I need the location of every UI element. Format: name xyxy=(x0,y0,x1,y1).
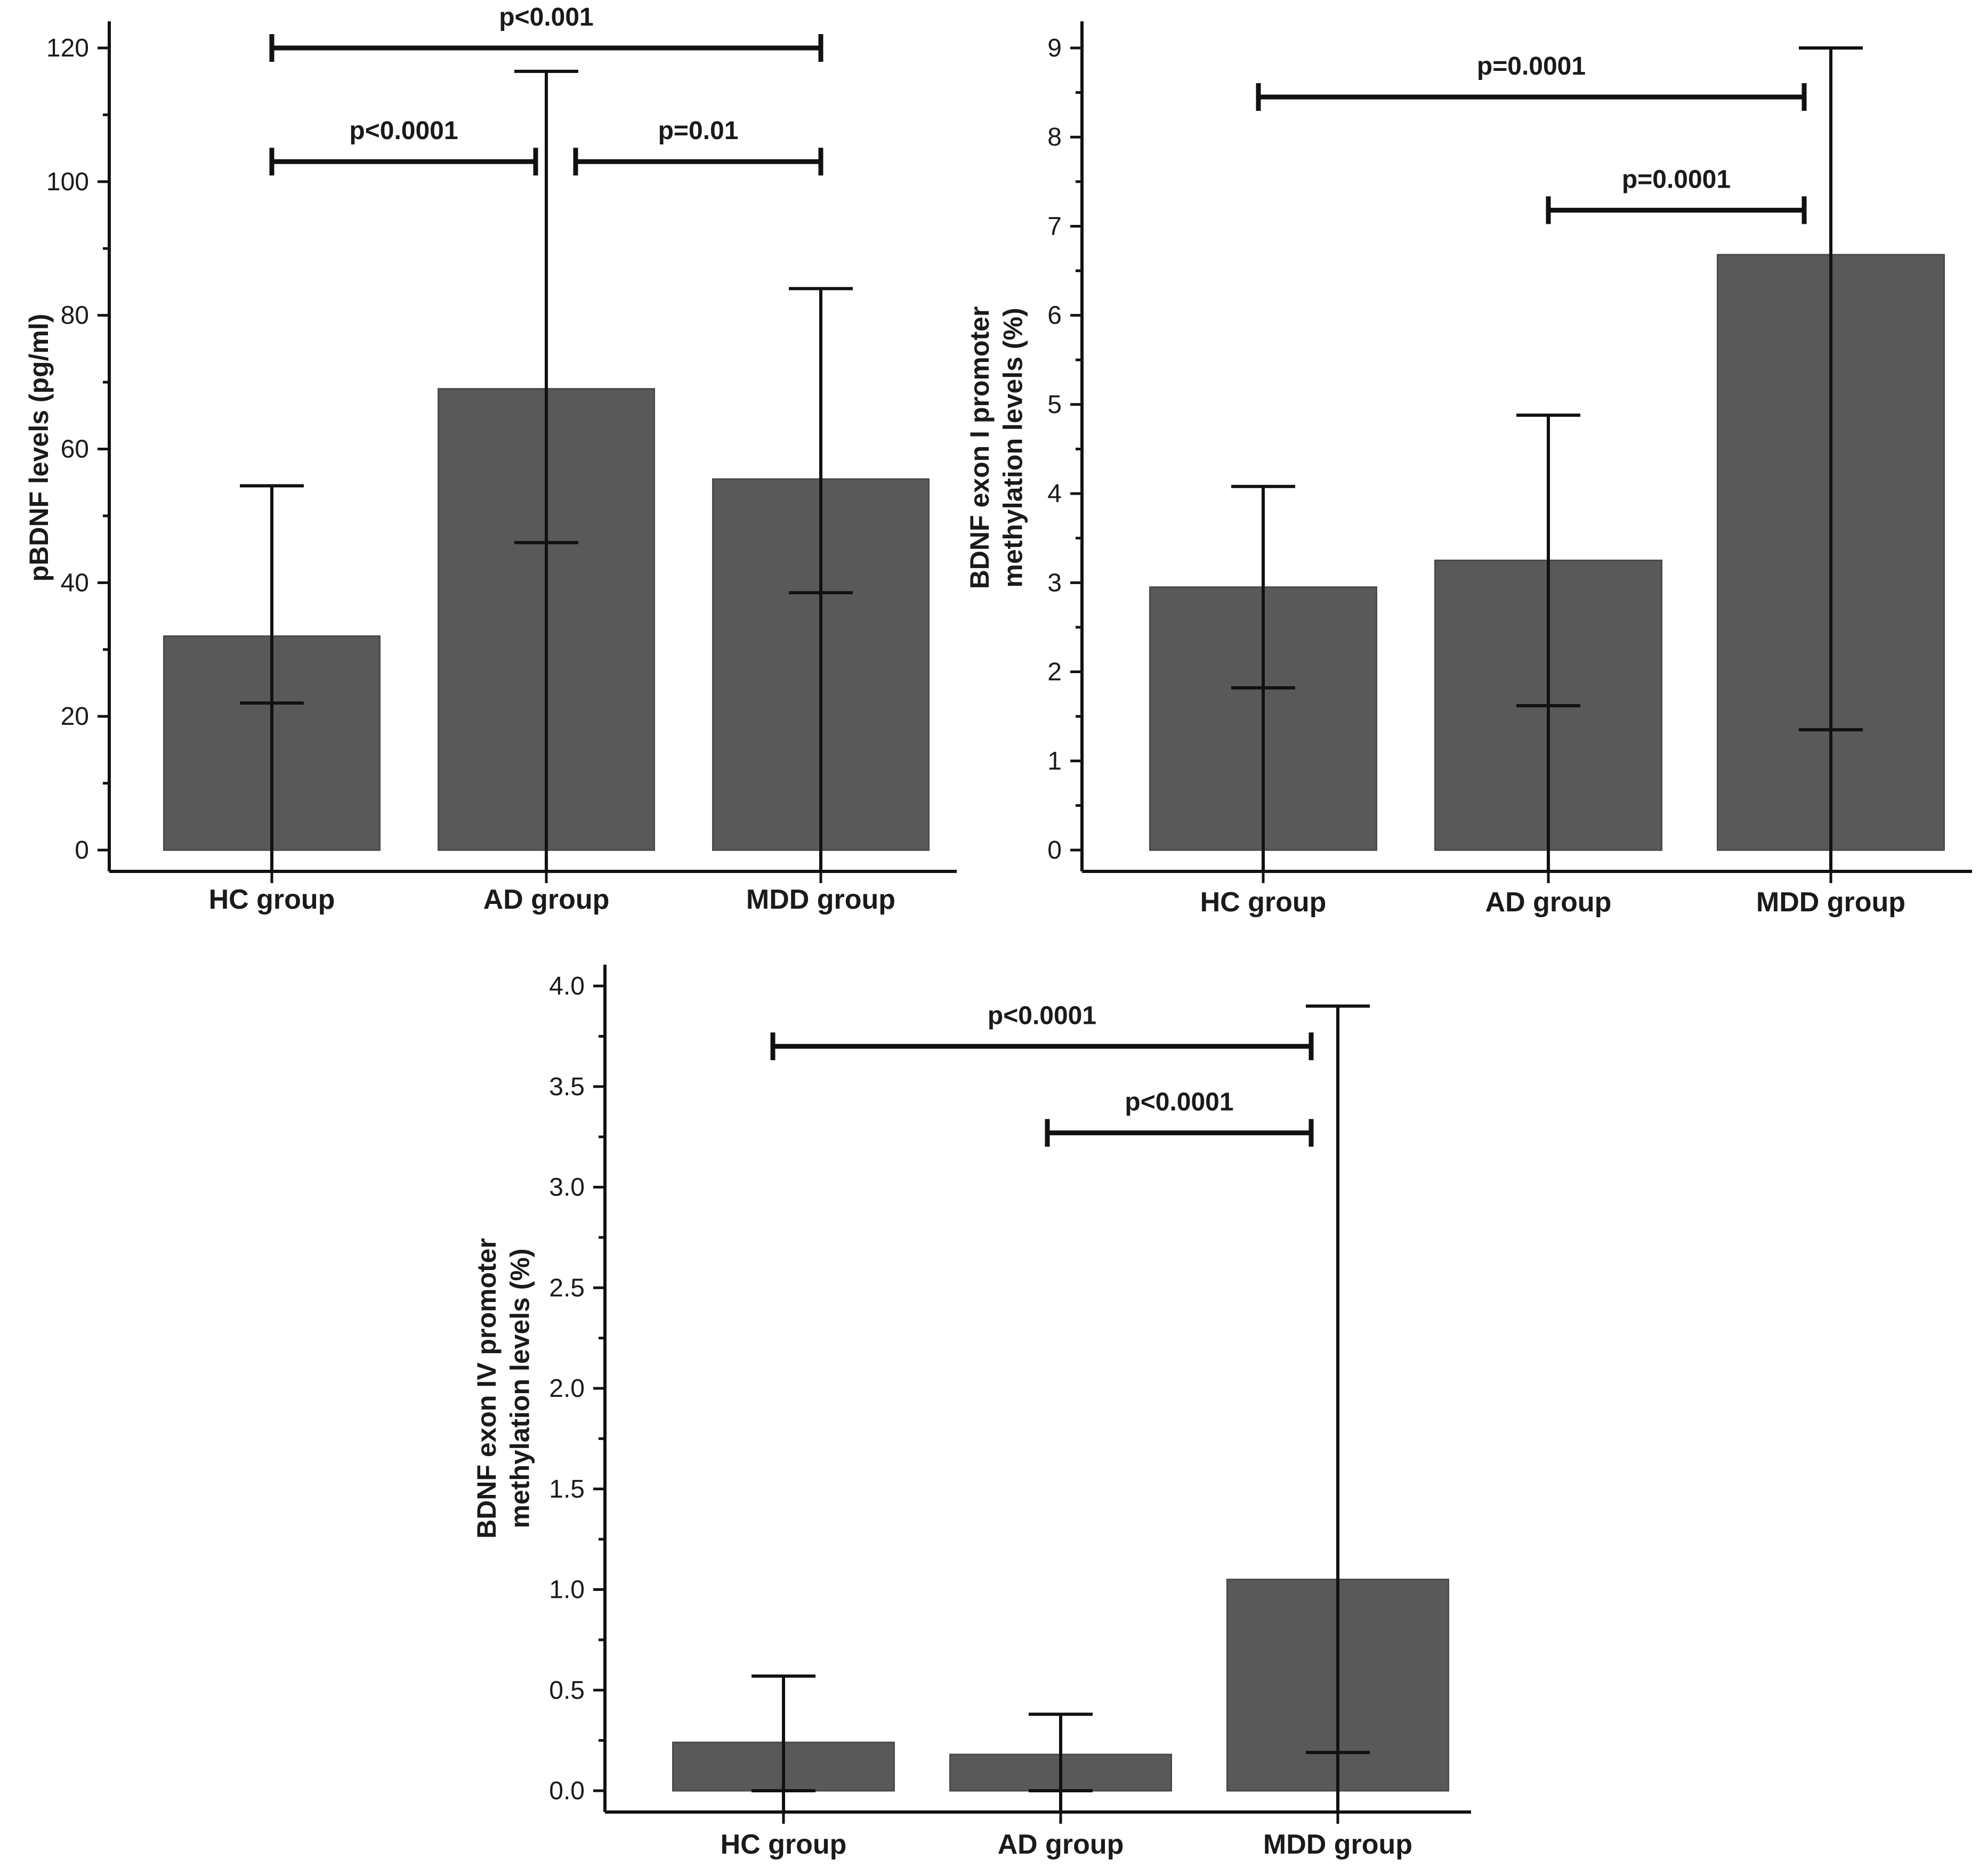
significance-label: p<0.001 xyxy=(499,3,593,31)
significance-bracket: p<0.0001 xyxy=(1045,1088,1314,1147)
y-tick-label: 40 xyxy=(61,569,89,597)
x-tick-label: MDD group xyxy=(1756,887,1905,918)
x-tick-label: HC group xyxy=(209,884,335,915)
y-tick-label: 0 xyxy=(75,836,89,864)
significance-bracket: p=0.0001 xyxy=(1546,165,1807,224)
error-bar-mdd-group xyxy=(1306,1004,1370,1812)
x-tick-label: HC group xyxy=(721,1829,847,1860)
y-axis-label: pBDNF levels (pg/ml) xyxy=(24,314,54,582)
y-tick-label: 3.5 xyxy=(549,1073,585,1101)
y-tick-label: 6 xyxy=(1047,302,1062,330)
y-tick-label: 1.0 xyxy=(549,1576,585,1604)
x-tick-label: MDD group xyxy=(1263,1829,1412,1860)
y-tick-label: 120 xyxy=(46,34,89,62)
significance-label: p<0.0001 xyxy=(1125,1088,1233,1117)
y-tick-label: 60 xyxy=(61,435,89,464)
significance-label: p=0.0001 xyxy=(1477,52,1586,80)
significance-label: p=0.0001 xyxy=(1622,165,1731,193)
error-bar-hc-group xyxy=(240,484,304,871)
y-tick-label: 3 xyxy=(1047,569,1062,597)
significance-label: p<0.0001 xyxy=(349,117,458,145)
chart-panel-2: 0 1 2 3 4 5 6 7 8 9 HC group AD group MDD group BDNF … xyxy=(965,21,1972,918)
y-tick-label: 4 xyxy=(1047,480,1062,508)
x-tick-label: MDD group xyxy=(746,884,895,915)
y-tick-label: 80 xyxy=(61,302,89,330)
significance-bracket: p<0.0001 xyxy=(770,1001,1314,1061)
y-tick-label: 2 xyxy=(1047,658,1062,686)
y-tick-label: 20 xyxy=(61,702,89,731)
y-tick-label: 100 xyxy=(46,168,89,196)
chart-panel-3: 0.0 0.5 1.0 1.5 2.0 2.5 3.0 3.5 4.0 HC group AD gr… xyxy=(472,965,1471,1860)
y-tick-label: 2.5 xyxy=(549,1274,585,1302)
y-tick-label: 0.5 xyxy=(549,1676,585,1704)
error-bar-mdd-group xyxy=(1799,46,1863,871)
y-tick-label: 7 xyxy=(1047,212,1062,240)
x-tick-label: AD group xyxy=(483,884,610,915)
error-bar-mdd-group xyxy=(789,287,853,871)
y-tick-label: 2.0 xyxy=(549,1374,585,1403)
error-bar-hc-group xyxy=(752,1674,815,1812)
y-tick-label: 0 xyxy=(1047,836,1062,864)
y-tick-label: 0.0 xyxy=(549,1777,585,1805)
significance-bracket: p=0.01 xyxy=(573,117,823,176)
x-tick-label: AD group xyxy=(998,1829,1124,1860)
y-axis-label: BDNF exon IV promoter methylation levels … xyxy=(472,1238,535,1539)
significance-bracket: p=0.0001 xyxy=(1256,52,1807,111)
chart-panel-1: 0 20 40 60 80 100 120 HC group AD group MDD group… xyxy=(24,3,957,915)
y-tick-label: 3.0 xyxy=(549,1174,585,1202)
y-tick-label: 9 xyxy=(1047,34,1062,62)
significance-label: p=0.01 xyxy=(658,117,739,145)
significance-label: p<0.0001 xyxy=(988,1001,1096,1030)
y-axis-label: BDNF exon I promoter methylation levels (… xyxy=(965,306,1028,589)
y-tick-label: 5 xyxy=(1047,391,1062,419)
y-tick-label: 4.0 xyxy=(549,972,585,1000)
error-bar-ad-group xyxy=(1029,1712,1093,1812)
x-tick-label: HC group xyxy=(1200,887,1327,918)
error-bar-ad-group xyxy=(514,69,578,871)
y-tick-label: 8 xyxy=(1047,123,1062,151)
error-bar-hc-group xyxy=(1231,484,1295,871)
x-tick-label: AD group xyxy=(1485,887,1612,918)
error-bar-ad-group xyxy=(1516,413,1580,871)
significance-bracket: p<0.001 xyxy=(269,3,823,62)
y-tick-label: 1.5 xyxy=(549,1475,585,1503)
y-tick-label: 1 xyxy=(1047,747,1062,775)
significance-bracket: p<0.0001 xyxy=(269,117,538,176)
